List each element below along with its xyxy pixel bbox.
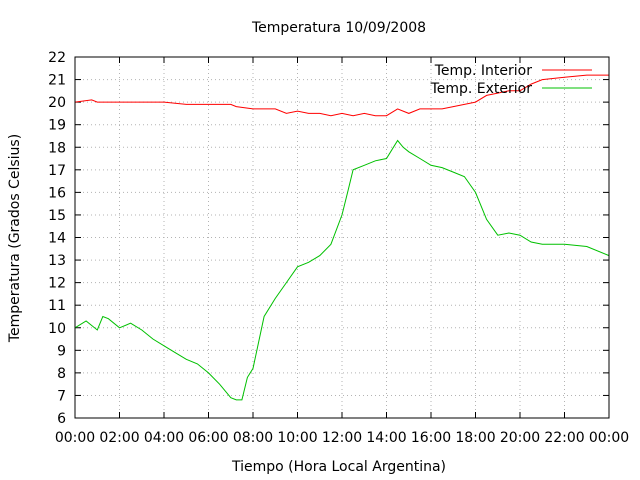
y-axis-label: Temperatura (Grados Celsius) <box>7 134 23 343</box>
x-tick-label: 14:00 <box>366 430 406 446</box>
y-tick-label: 11 <box>48 298 66 314</box>
x-axis-label: Tiempo (Hora Local Argentina) <box>231 459 446 475</box>
grid <box>75 57 609 418</box>
y-tick-label: 14 <box>48 231 66 247</box>
legend-label: Temp. Interior <box>434 63 533 79</box>
y-tick-label: 20 <box>48 95 66 111</box>
y-tick-label: 13 <box>48 253 66 269</box>
x-tick-label: 20:00 <box>500 430 540 446</box>
x-tick-label: 00:00 <box>589 430 629 446</box>
y-tick-label: 21 <box>48 73 66 89</box>
x-tick-label: 18:00 <box>455 430 495 446</box>
x-tick-label: 08:00 <box>233 430 273 446</box>
x-tick-label: 02:00 <box>99 430 139 446</box>
y-tick-label: 19 <box>48 118 66 134</box>
y-tick-label: 8 <box>57 366 66 382</box>
series-line-temp-exterior <box>74 139 610 401</box>
y-tick-label: 16 <box>48 185 66 201</box>
x-tick-label: 04:00 <box>144 430 184 446</box>
series-line-temp-interior <box>74 74 609 117</box>
y-tick-label: 10 <box>48 321 66 337</box>
x-tick-label: 06:00 <box>188 430 228 446</box>
x-tick-label: 10:00 <box>277 430 317 446</box>
legend-label: Temp. Exterior <box>430 81 533 97</box>
y-tick-label: 17 <box>48 163 66 179</box>
y-tick-label: 15 <box>48 208 66 224</box>
y-tick-label: 12 <box>48 276 66 292</box>
legend: Temp. Interior Temp. Exterior <box>430 63 592 97</box>
x-tick-label: 22:00 <box>544 430 584 446</box>
x-tick-label: 12:00 <box>322 430 362 446</box>
x-tick-label: 16:00 <box>411 430 451 446</box>
plot-frame <box>74 56 610 419</box>
y-tick-label: 7 <box>57 388 66 404</box>
y-tick-label: 22 <box>48 50 66 66</box>
chart-title: Temperatura 10/09/2008 <box>251 20 426 36</box>
y-tick-label: 6 <box>57 411 66 427</box>
series-layer <box>74 74 610 401</box>
y-tick-label: 9 <box>57 343 66 359</box>
x-tick-label: 00:00 <box>55 430 95 446</box>
y-tick-label: 18 <box>48 140 66 156</box>
